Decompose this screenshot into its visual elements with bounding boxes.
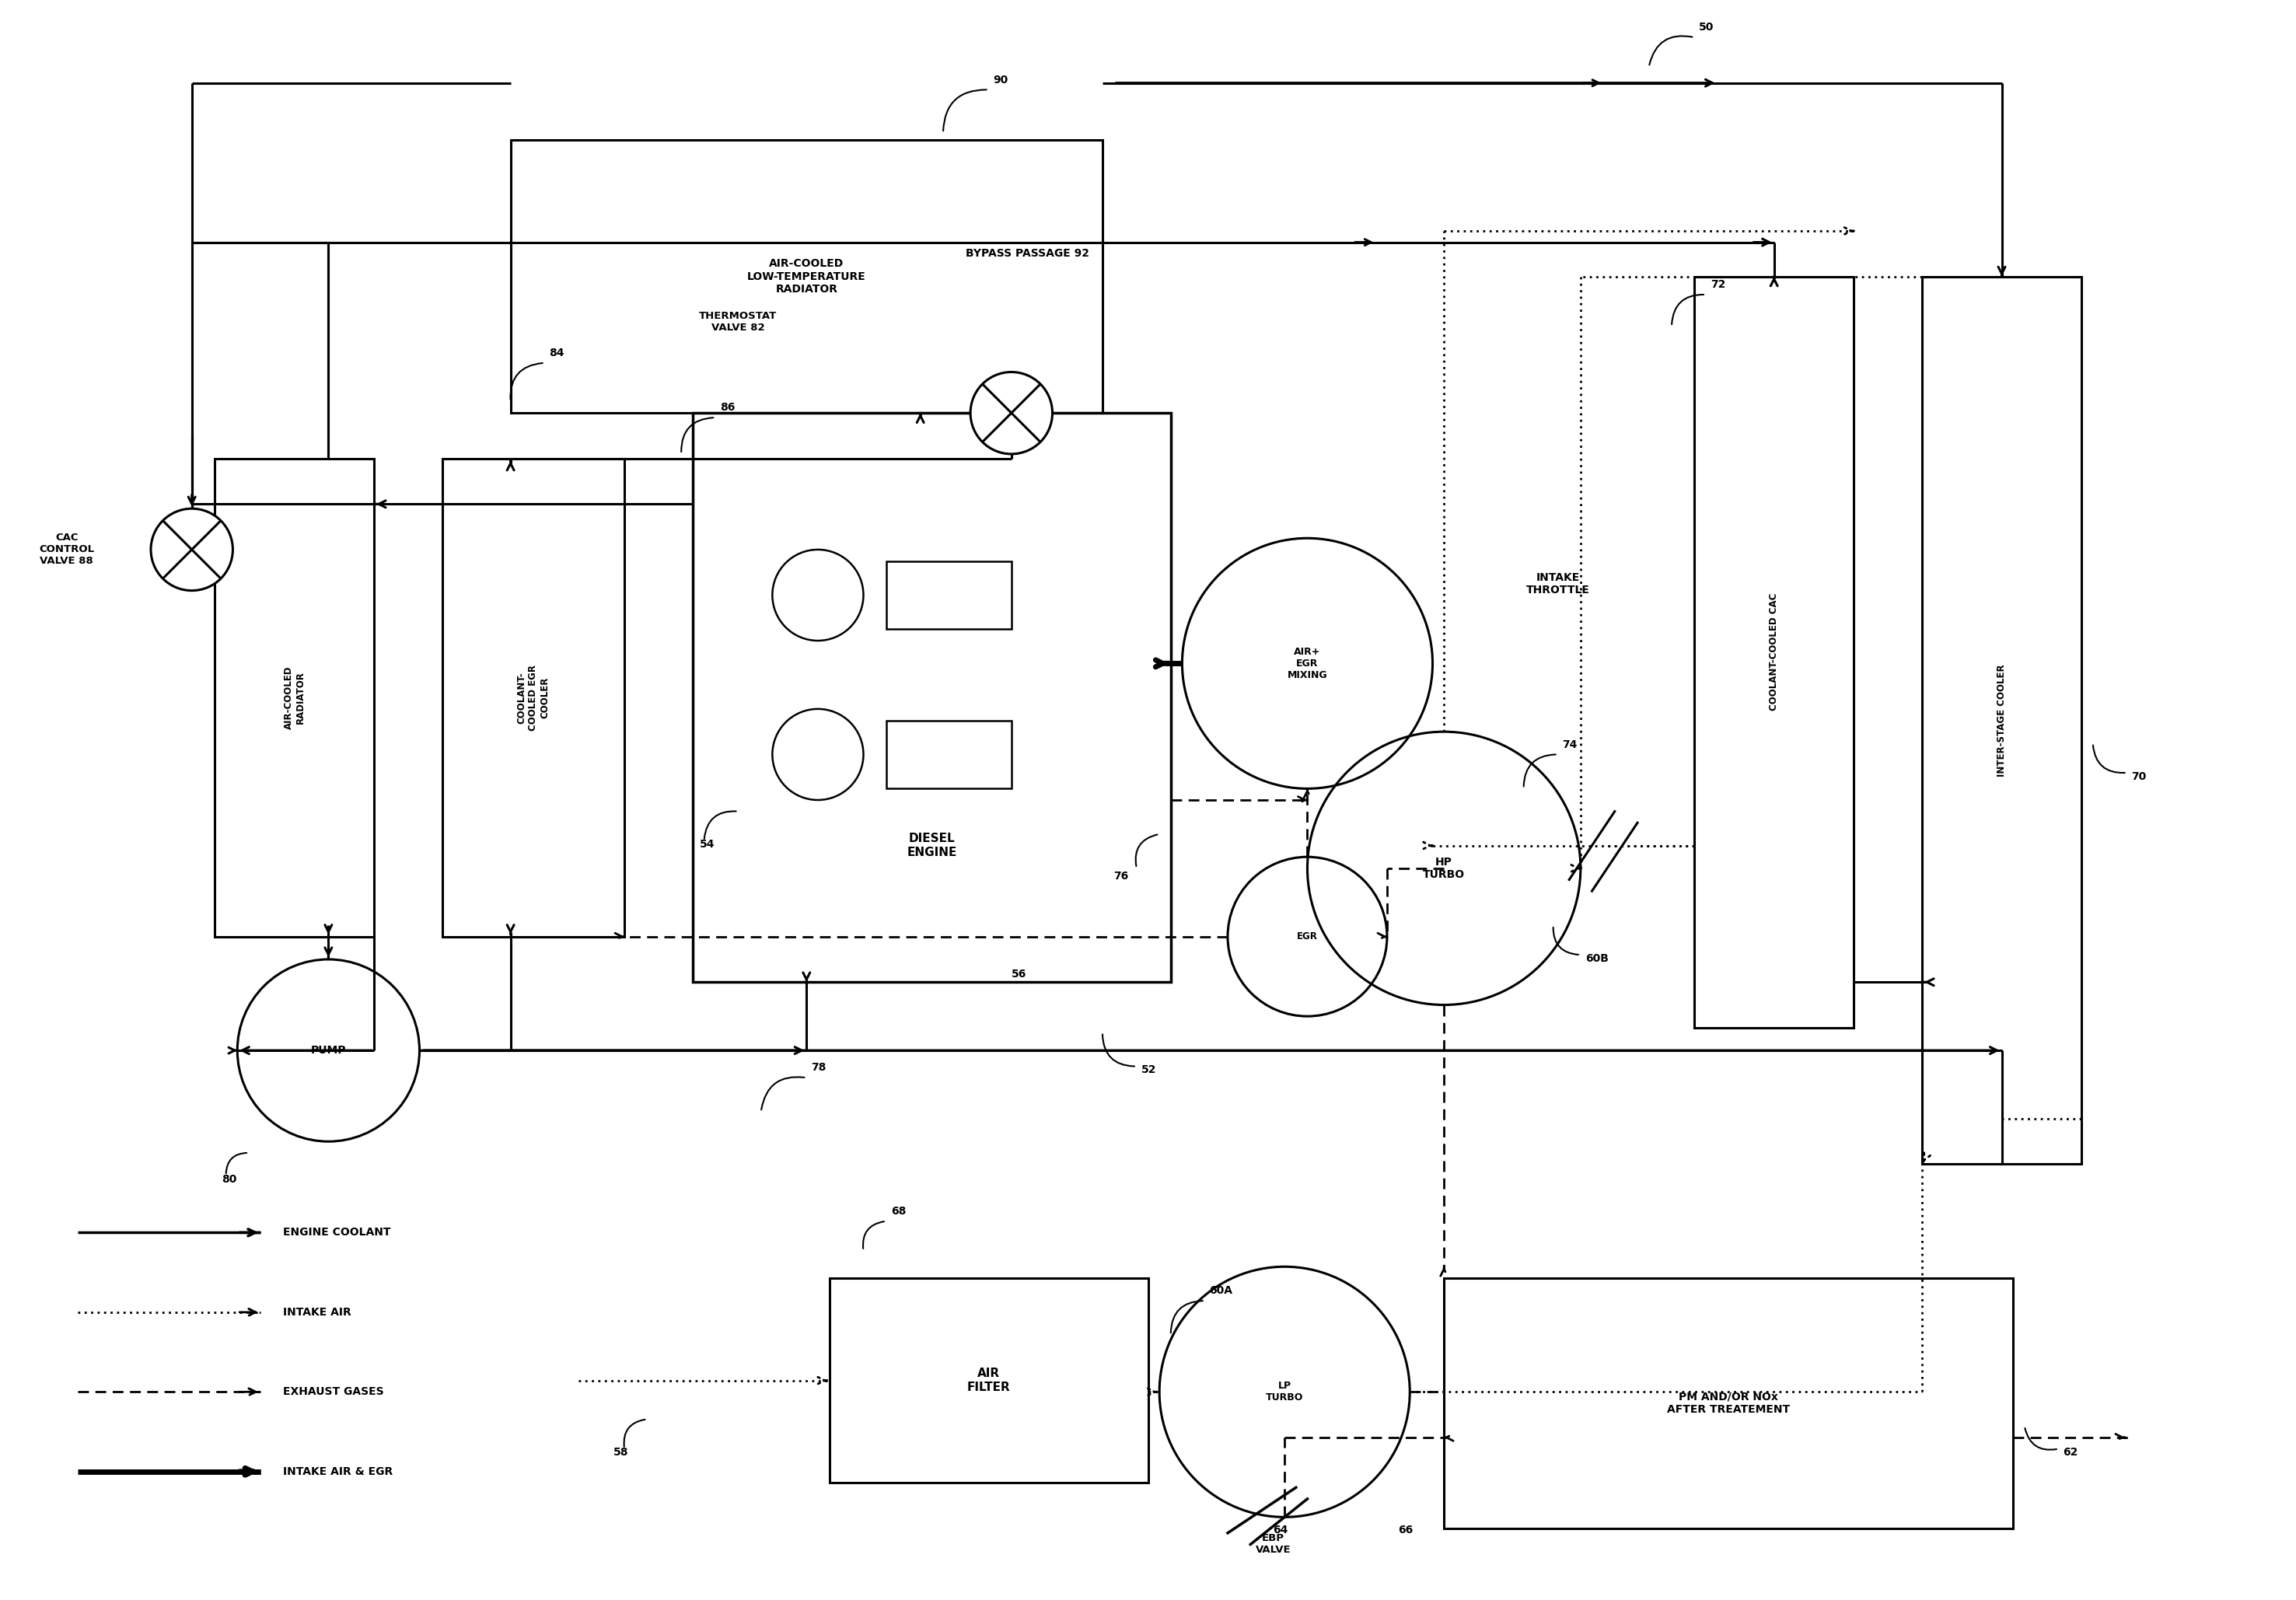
- Text: LP
TURBO: LP TURBO: [1265, 1381, 1304, 1403]
- Text: 66: 66: [1398, 1525, 1414, 1536]
- Text: AIR
FILTER: AIR FILTER: [967, 1368, 1010, 1394]
- Text: AIR-COOLED
RADIATOR: AIR-COOLED RADIATOR: [282, 666, 305, 730]
- Text: 76: 76: [1114, 870, 1130, 882]
- Text: 52: 52: [1141, 1064, 1157, 1075]
- Text: 90: 90: [994, 74, 1008, 85]
- Text: 60B: 60B: [1584, 954, 1607, 963]
- Bar: [214, 459, 374, 936]
- Text: AIR+
EGR
MIXING: AIR+ EGR MIXING: [1288, 646, 1327, 680]
- Text: 56: 56: [1013, 970, 1026, 979]
- Text: 58: 58: [613, 1446, 629, 1458]
- Bar: [886, 720, 1013, 789]
- Bar: [443, 459, 625, 936]
- Bar: [510, 139, 1102, 413]
- Text: BYPASS PASSAGE 92: BYPASS PASSAGE 92: [967, 248, 1091, 259]
- Text: INTAKE AIR & EGR: INTAKE AIR & EGR: [282, 1466, 393, 1477]
- Text: PUMP: PUMP: [310, 1045, 347, 1056]
- Bar: [1694, 277, 1853, 1027]
- Text: PM AND/OR NOx
AFTER TREATEMENT: PM AND/OR NOx AFTER TREATEMENT: [1667, 1392, 1791, 1414]
- Text: COOLANT-
COOLED EGR
COOLER: COOLANT- COOLED EGR COOLER: [517, 664, 551, 731]
- Text: INTER-STAGE COOLER: INTER-STAGE COOLER: [1998, 664, 2007, 776]
- Text: 50: 50: [1699, 22, 1715, 34]
- Text: 80: 80: [220, 1174, 236, 1184]
- Bar: [1922, 277, 2082, 1165]
- Text: THERMOSTAT
VALVE 82: THERMOSTAT VALVE 82: [700, 310, 776, 333]
- Text: 78: 78: [810, 1062, 827, 1074]
- Text: EXHAUST GASES: EXHAUST GASES: [282, 1387, 383, 1397]
- Circle shape: [971, 373, 1052, 454]
- Text: 70: 70: [2131, 771, 2147, 782]
- Text: COOLANT-COOLED CAC: COOLANT-COOLED CAC: [1768, 594, 1779, 710]
- Bar: [693, 413, 1171, 982]
- Text: EGR: EGR: [1297, 931, 1318, 942]
- Text: 62: 62: [2064, 1446, 2078, 1458]
- Text: HP
TURBO: HP TURBO: [1424, 856, 1465, 880]
- Bar: [1444, 1278, 2014, 1528]
- Text: EBP
VALVE: EBP VALVE: [1256, 1533, 1290, 1555]
- Text: INTAKE
THROTTLE: INTAKE THROTTLE: [1527, 571, 1589, 595]
- Bar: [886, 562, 1013, 629]
- Text: DIESEL
ENGINE: DIESEL ENGINE: [907, 834, 957, 858]
- Text: 64: 64: [1274, 1525, 1288, 1536]
- Circle shape: [152, 509, 232, 590]
- Text: 54: 54: [700, 840, 714, 850]
- Text: ENGINE COOLANT: ENGINE COOLANT: [282, 1227, 390, 1238]
- Text: 86: 86: [721, 402, 735, 413]
- Text: AIR-COOLED
LOW-TEMPERATURE
RADIATOR: AIR-COOLED LOW-TEMPERATURE RADIATOR: [746, 258, 866, 294]
- Text: 68: 68: [891, 1206, 907, 1216]
- Text: 84: 84: [549, 347, 565, 358]
- Text: 60A: 60A: [1210, 1285, 1233, 1296]
- Text: INTAKE AIR: INTAKE AIR: [282, 1307, 351, 1318]
- Text: 74: 74: [1561, 739, 1577, 750]
- Text: CAC
CONTROL
VALVE 88: CAC CONTROL VALVE 88: [39, 533, 94, 566]
- Bar: [829, 1278, 1148, 1483]
- Text: 72: 72: [1711, 280, 1724, 290]
